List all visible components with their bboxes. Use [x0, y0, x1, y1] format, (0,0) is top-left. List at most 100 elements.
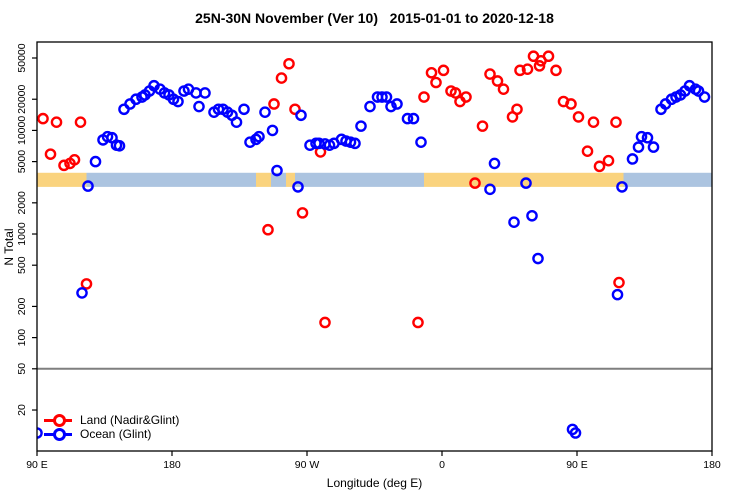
land-point	[275, 72, 288, 84]
land-point	[521, 63, 534, 75]
land-point	[283, 57, 295, 70]
land-point	[610, 116, 622, 129]
y-tick-label: 2000	[16, 191, 28, 215]
ocean-point	[391, 98, 403, 110]
y-tick-label: 5000	[16, 150, 28, 174]
y-tick-label: 50000	[16, 43, 28, 72]
land-point	[565, 98, 577, 110]
land-point	[430, 76, 442, 89]
land-point	[425, 66, 438, 79]
land-point	[460, 91, 472, 103]
surface-band-ocean	[86, 172, 256, 187]
land-point	[58, 159, 70, 172]
land-point	[593, 160, 606, 173]
land-point	[412, 316, 424, 329]
land-point	[572, 111, 585, 123]
ocean-point	[415, 136, 427, 148]
ocean-point	[266, 124, 279, 137]
ocean-point	[526, 209, 538, 222]
ocean-point	[295, 109, 307, 122]
ocean-series-symbol-icon	[44, 427, 72, 441]
ocean-point	[271, 164, 283, 177]
x-tick-label: 90 E	[26, 459, 48, 471]
ocean-point	[259, 106, 271, 118]
land-point	[581, 145, 594, 158]
land-point	[476, 120, 489, 132]
x-tick-label: 180	[703, 459, 721, 471]
x-tick-label: 90 E	[566, 459, 588, 471]
land-point	[550, 64, 562, 77]
y-tick-label: 1000	[16, 222, 28, 246]
land-point	[511, 103, 523, 116]
land-point	[289, 103, 301, 116]
plot-area	[37, 50, 712, 439]
ocean-point	[611, 288, 624, 301]
y-tick-label: 100	[16, 329, 28, 347]
ocean-point	[76, 287, 88, 299]
ocean-point	[647, 141, 660, 153]
y-tick-label: 10000	[16, 116, 28, 145]
land-point	[533, 60, 546, 72]
y-tick-label: 200	[16, 298, 28, 316]
surface-band-land	[286, 172, 295, 187]
ocean-point	[520, 177, 532, 189]
land-point	[418, 91, 430, 103]
ocean-point	[113, 140, 126, 152]
land-point	[542, 50, 555, 63]
land-point	[602, 154, 615, 167]
land-point	[37, 112, 49, 125]
x-tick-label: 90 W	[295, 459, 320, 471]
ocean-point	[488, 157, 501, 170]
chart-title: 25N-30N November (Ver 10) 2015-01-01 to …	[195, 10, 554, 26]
ocean-point	[641, 131, 654, 144]
land-point	[80, 278, 93, 290]
surface-band-ocean	[623, 172, 712, 187]
land-point	[514, 64, 526, 77]
y-tick-label: 20000	[16, 84, 28, 113]
ocean-point	[385, 100, 397, 113]
legend-label-ocean: Ocean (Glint)	[80, 427, 152, 441]
plot-border	[36, 41, 713, 452]
ocean-point	[569, 427, 582, 439]
ocean-point	[238, 103, 250, 116]
ocean-point	[82, 180, 94, 192]
ocean-point	[632, 141, 645, 153]
ocean-point	[626, 153, 639, 165]
ocean-point	[130, 93, 142, 106]
ocean-point	[292, 181, 304, 193]
ocean-point	[349, 137, 361, 150]
land-series	[37, 50, 625, 329]
ocean-point	[253, 130, 265, 143]
x-tick-label: 0	[439, 459, 445, 471]
ocean-point	[193, 100, 205, 113]
ocean-point	[508, 216, 520, 229]
surface-band-ocean	[271, 172, 286, 187]
ocean-point	[401, 112, 414, 125]
land-point	[74, 116, 87, 129]
ocean-point	[364, 100, 376, 113]
surface-band-land	[256, 172, 271, 187]
land-point	[50, 116, 63, 129]
ocean-point	[616, 181, 628, 193]
land-point	[449, 87, 462, 99]
land-point	[613, 276, 625, 289]
ocean-point	[172, 95, 184, 108]
land-point	[262, 223, 274, 236]
legend-label-land: Land (Nadir&Glint)	[80, 413, 180, 427]
y-tick-label: 20	[16, 404, 28, 416]
ocean-point	[635, 130, 648, 143]
land-point	[469, 177, 481, 189]
surface-band-land	[37, 172, 87, 187]
legend: Land (Nadir&Glint) Ocean (Glint)	[44, 413, 179, 441]
ocean-point	[376, 91, 388, 103]
legend-row-ocean: Ocean (Glint)	[44, 427, 179, 441]
land-point	[484, 68, 496, 80]
surface-band-ocean	[295, 172, 424, 187]
land-point	[497, 83, 510, 95]
land-point	[296, 207, 309, 219]
land-point	[437, 64, 450, 77]
x-axis-label: Longitude (deg E)	[326, 476, 423, 490]
ocean-point	[692, 85, 705, 97]
